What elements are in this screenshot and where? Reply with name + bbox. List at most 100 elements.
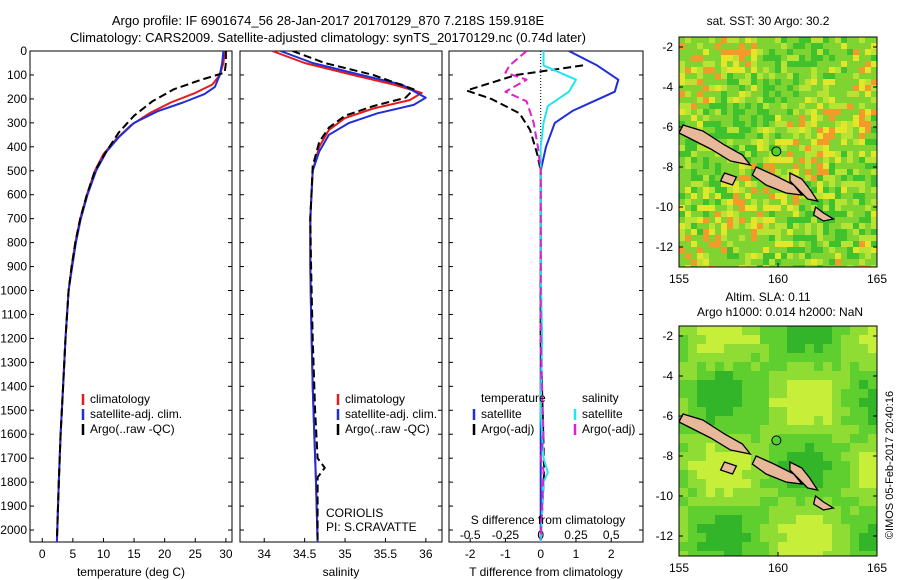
map-cell bbox=[814, 533, 823, 542]
map-cell bbox=[763, 79, 769, 85]
map-cell bbox=[841, 85, 847, 91]
map-cell bbox=[721, 259, 727, 265]
map-cell bbox=[823, 524, 832, 533]
map-cell bbox=[757, 73, 763, 79]
map-cell bbox=[841, 55, 847, 61]
x-tick-label: 34 bbox=[258, 547, 272, 561]
map-cell bbox=[871, 97, 877, 103]
map-cell bbox=[739, 121, 745, 127]
map-cell bbox=[871, 157, 877, 163]
map-cell bbox=[709, 85, 715, 91]
map-cell bbox=[841, 515, 850, 524]
map-cell bbox=[805, 73, 811, 79]
map-cell bbox=[742, 479, 751, 488]
map-cell bbox=[769, 157, 775, 163]
map-cell bbox=[817, 223, 823, 229]
map-cell bbox=[793, 163, 799, 169]
map-cell bbox=[835, 175, 841, 181]
map-cell bbox=[697, 497, 706, 506]
map-cell bbox=[832, 326, 841, 335]
map-cell bbox=[721, 235, 727, 241]
map-cell bbox=[778, 416, 787, 425]
map-cell bbox=[859, 121, 865, 127]
map-cell bbox=[787, 380, 796, 389]
map-cell bbox=[805, 127, 811, 133]
map-cell bbox=[859, 259, 865, 265]
map-cell bbox=[847, 85, 853, 91]
map-cell bbox=[760, 326, 769, 335]
y-tick-label: 1400 bbox=[0, 379, 27, 393]
map-cell bbox=[763, 103, 769, 109]
map-cell bbox=[733, 217, 739, 223]
map-cell bbox=[787, 205, 793, 211]
map-cell bbox=[691, 175, 697, 181]
map-cell bbox=[745, 247, 751, 253]
map-cell bbox=[841, 344, 850, 353]
map-cell bbox=[781, 253, 787, 259]
map-cell bbox=[793, 103, 799, 109]
map-cell bbox=[760, 488, 769, 497]
map-cell bbox=[781, 241, 787, 247]
map-cell bbox=[787, 139, 793, 145]
map-cell bbox=[871, 61, 877, 67]
map-cell bbox=[679, 49, 685, 55]
map-cell bbox=[769, 362, 778, 371]
map-cell bbox=[745, 133, 751, 139]
map-cell bbox=[871, 121, 877, 127]
map-cell bbox=[775, 73, 781, 79]
map-cell bbox=[742, 434, 751, 443]
map-cell bbox=[727, 127, 733, 133]
map-cell bbox=[691, 235, 697, 241]
map-cell bbox=[805, 37, 811, 43]
map-cell bbox=[706, 362, 715, 371]
map-cell bbox=[868, 398, 877, 407]
map-cell bbox=[679, 73, 685, 79]
map-cell bbox=[706, 452, 715, 461]
map-cell bbox=[760, 353, 769, 362]
map-cell bbox=[871, 241, 877, 247]
map-cell bbox=[847, 67, 853, 73]
map-cell bbox=[868, 443, 877, 452]
map-cell bbox=[853, 247, 859, 253]
map-cell bbox=[835, 109, 841, 115]
map-cell bbox=[829, 259, 835, 265]
map-cell bbox=[865, 115, 871, 121]
map-cell bbox=[805, 551, 814, 556]
map-cell bbox=[739, 199, 745, 205]
map-cell bbox=[787, 326, 796, 335]
map-cell bbox=[757, 229, 763, 235]
map-cell bbox=[793, 229, 799, 235]
map-cell bbox=[679, 55, 685, 61]
map-cell bbox=[799, 79, 805, 85]
map-cell bbox=[868, 371, 877, 380]
map-cell bbox=[679, 151, 685, 157]
map-cell bbox=[835, 157, 841, 163]
map-cell bbox=[853, 175, 859, 181]
map-cell bbox=[811, 187, 817, 193]
map-cell bbox=[751, 515, 760, 524]
map-cell bbox=[727, 223, 733, 229]
map-cell bbox=[703, 229, 709, 235]
map-cell bbox=[697, 344, 706, 353]
map-cell bbox=[823, 205, 829, 211]
map-cell bbox=[721, 127, 727, 133]
map-cell bbox=[769, 145, 775, 151]
map-cell bbox=[739, 163, 745, 169]
map-cell bbox=[832, 416, 841, 425]
map-cell bbox=[739, 55, 745, 61]
map-cell bbox=[727, 229, 733, 235]
map-cell bbox=[781, 49, 787, 55]
map-cell bbox=[709, 211, 715, 217]
map-cell bbox=[850, 407, 859, 416]
map-cell bbox=[757, 55, 763, 61]
map-cell bbox=[799, 67, 805, 73]
map-cell bbox=[796, 443, 805, 452]
map-cell bbox=[805, 91, 811, 97]
map-cell bbox=[814, 371, 823, 380]
map-cell bbox=[751, 61, 757, 67]
map-cell bbox=[733, 533, 742, 542]
y-tick-label: 500 bbox=[7, 164, 27, 178]
map-cell bbox=[865, 157, 871, 163]
map-cell bbox=[715, 253, 721, 259]
map-cell bbox=[715, 479, 724, 488]
